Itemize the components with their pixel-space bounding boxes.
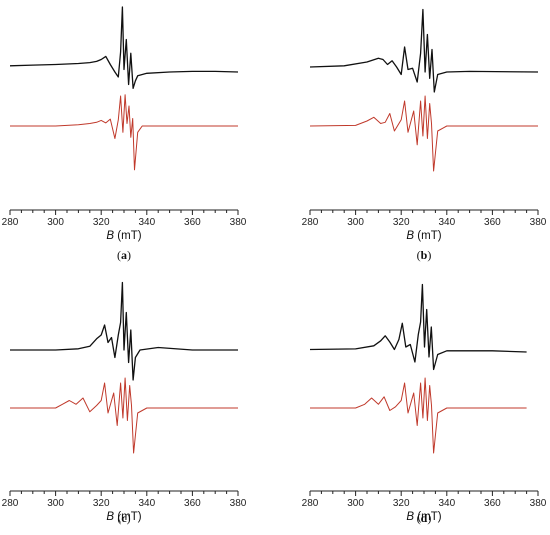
x-tick-label: 300 — [47, 498, 64, 509]
panel-label: (d) — [417, 511, 432, 525]
x-axis-variable: B — [406, 511, 414, 523]
x-axis-unit: (mT) — [114, 511, 142, 523]
chart-panel: 280 300 320 340 360 380 B (mT) (b) — [302, 8, 547, 262]
x-tick-label: 320 — [93, 498, 110, 509]
series-line-simulated — [309, 95, 538, 172]
x-tick-label: 300 — [347, 217, 364, 228]
x-axis-variable: B — [106, 511, 114, 523]
x-axis-unit: (mT) — [414, 230, 442, 242]
x-axis-label: B (mT) — [106, 511, 141, 523]
x-tick-label: 380 — [530, 498, 547, 509]
x-tick-label: 380 — [530, 217, 547, 228]
chart-panel: 280 300 320 340 360 380 B (mT)(d) — [302, 283, 547, 525]
series-line-simulated — [10, 94, 238, 171]
x-axis-label: B (mT) — [106, 230, 141, 242]
x-axis-label: B (mT) — [406, 511, 441, 523]
x-tick-label: 280 — [2, 217, 19, 228]
x-tick-label: 360 — [484, 217, 501, 228]
x-tick-label: 320 — [393, 498, 410, 509]
x-tick-label: 280 — [302, 498, 319, 509]
x-tick-label: 340 — [438, 217, 455, 228]
panel-label: (a) — [117, 248, 131, 262]
x-axis-unit: (mT) — [114, 230, 142, 242]
chart-panel: 280 300 320 340 360 380 B (mT)(c) — [2, 281, 247, 525]
x-tick-label: 340 — [138, 498, 155, 509]
series-line-experimental — [10, 281, 238, 381]
x-axis-variable: B — [406, 230, 414, 242]
x-tick-label: 380 — [230, 217, 247, 228]
x-tick-label: 320 — [393, 217, 410, 228]
series-line-simulated — [10, 377, 238, 454]
x-tick-label: 280 — [2, 498, 19, 509]
series-line-experimental — [9, 6, 239, 89]
x-tick-label: 320 — [93, 217, 110, 228]
x-axis-label: B (mT) — [406, 230, 441, 242]
series-line-experimental — [309, 283, 527, 371]
x-tick-label: 340 — [438, 498, 455, 509]
x-tick-label: 340 — [138, 217, 155, 228]
x-tick-label: 300 — [347, 498, 364, 509]
chart-panel: 280 300 320 340 360 380 B (mT) (a) — [2, 6, 247, 262]
x-tick-label: 360 — [484, 498, 501, 509]
x-tick-label: 360 — [184, 498, 201, 509]
x-tick-label: 360 — [184, 217, 201, 228]
x-axis-variable: B — [106, 230, 114, 242]
panel-label: (b) — [417, 248, 432, 262]
x-axis-unit: (mT) — [414, 511, 442, 523]
series-line-simulated — [310, 377, 527, 454]
x-tick-label: 380 — [230, 498, 247, 509]
x-tick-label: 300 — [47, 217, 64, 228]
x-tick-label: 280 — [302, 217, 319, 228]
panel-label: (c) — [117, 511, 130, 525]
series-line-experimental — [309, 8, 539, 93]
